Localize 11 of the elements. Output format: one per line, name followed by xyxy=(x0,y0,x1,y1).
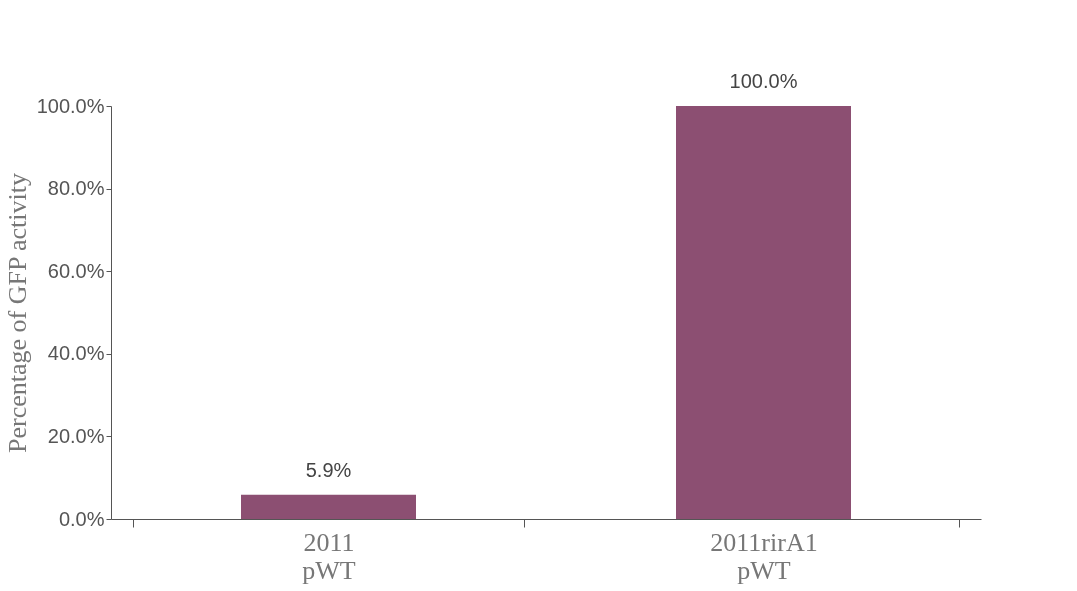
y-tick-label: 20.0% xyxy=(47,424,105,447)
y-axis-title: Percentage of GFP activity xyxy=(2,173,32,453)
y-tick-label: 0.0% xyxy=(58,507,105,530)
y-tick-label: 60.0% xyxy=(47,259,105,282)
x-tick-label: 2011 pWT xyxy=(302,527,356,585)
data-label: 100.0% xyxy=(729,70,798,92)
x-tick-label: 2011rirA1 pWT xyxy=(710,527,818,585)
y-tick-label: 100.0% xyxy=(36,94,105,117)
y-tick-label: 40.0% xyxy=(47,342,105,365)
data-label: 5.9% xyxy=(305,458,352,481)
y-tick-label: 80.0% xyxy=(47,177,105,200)
